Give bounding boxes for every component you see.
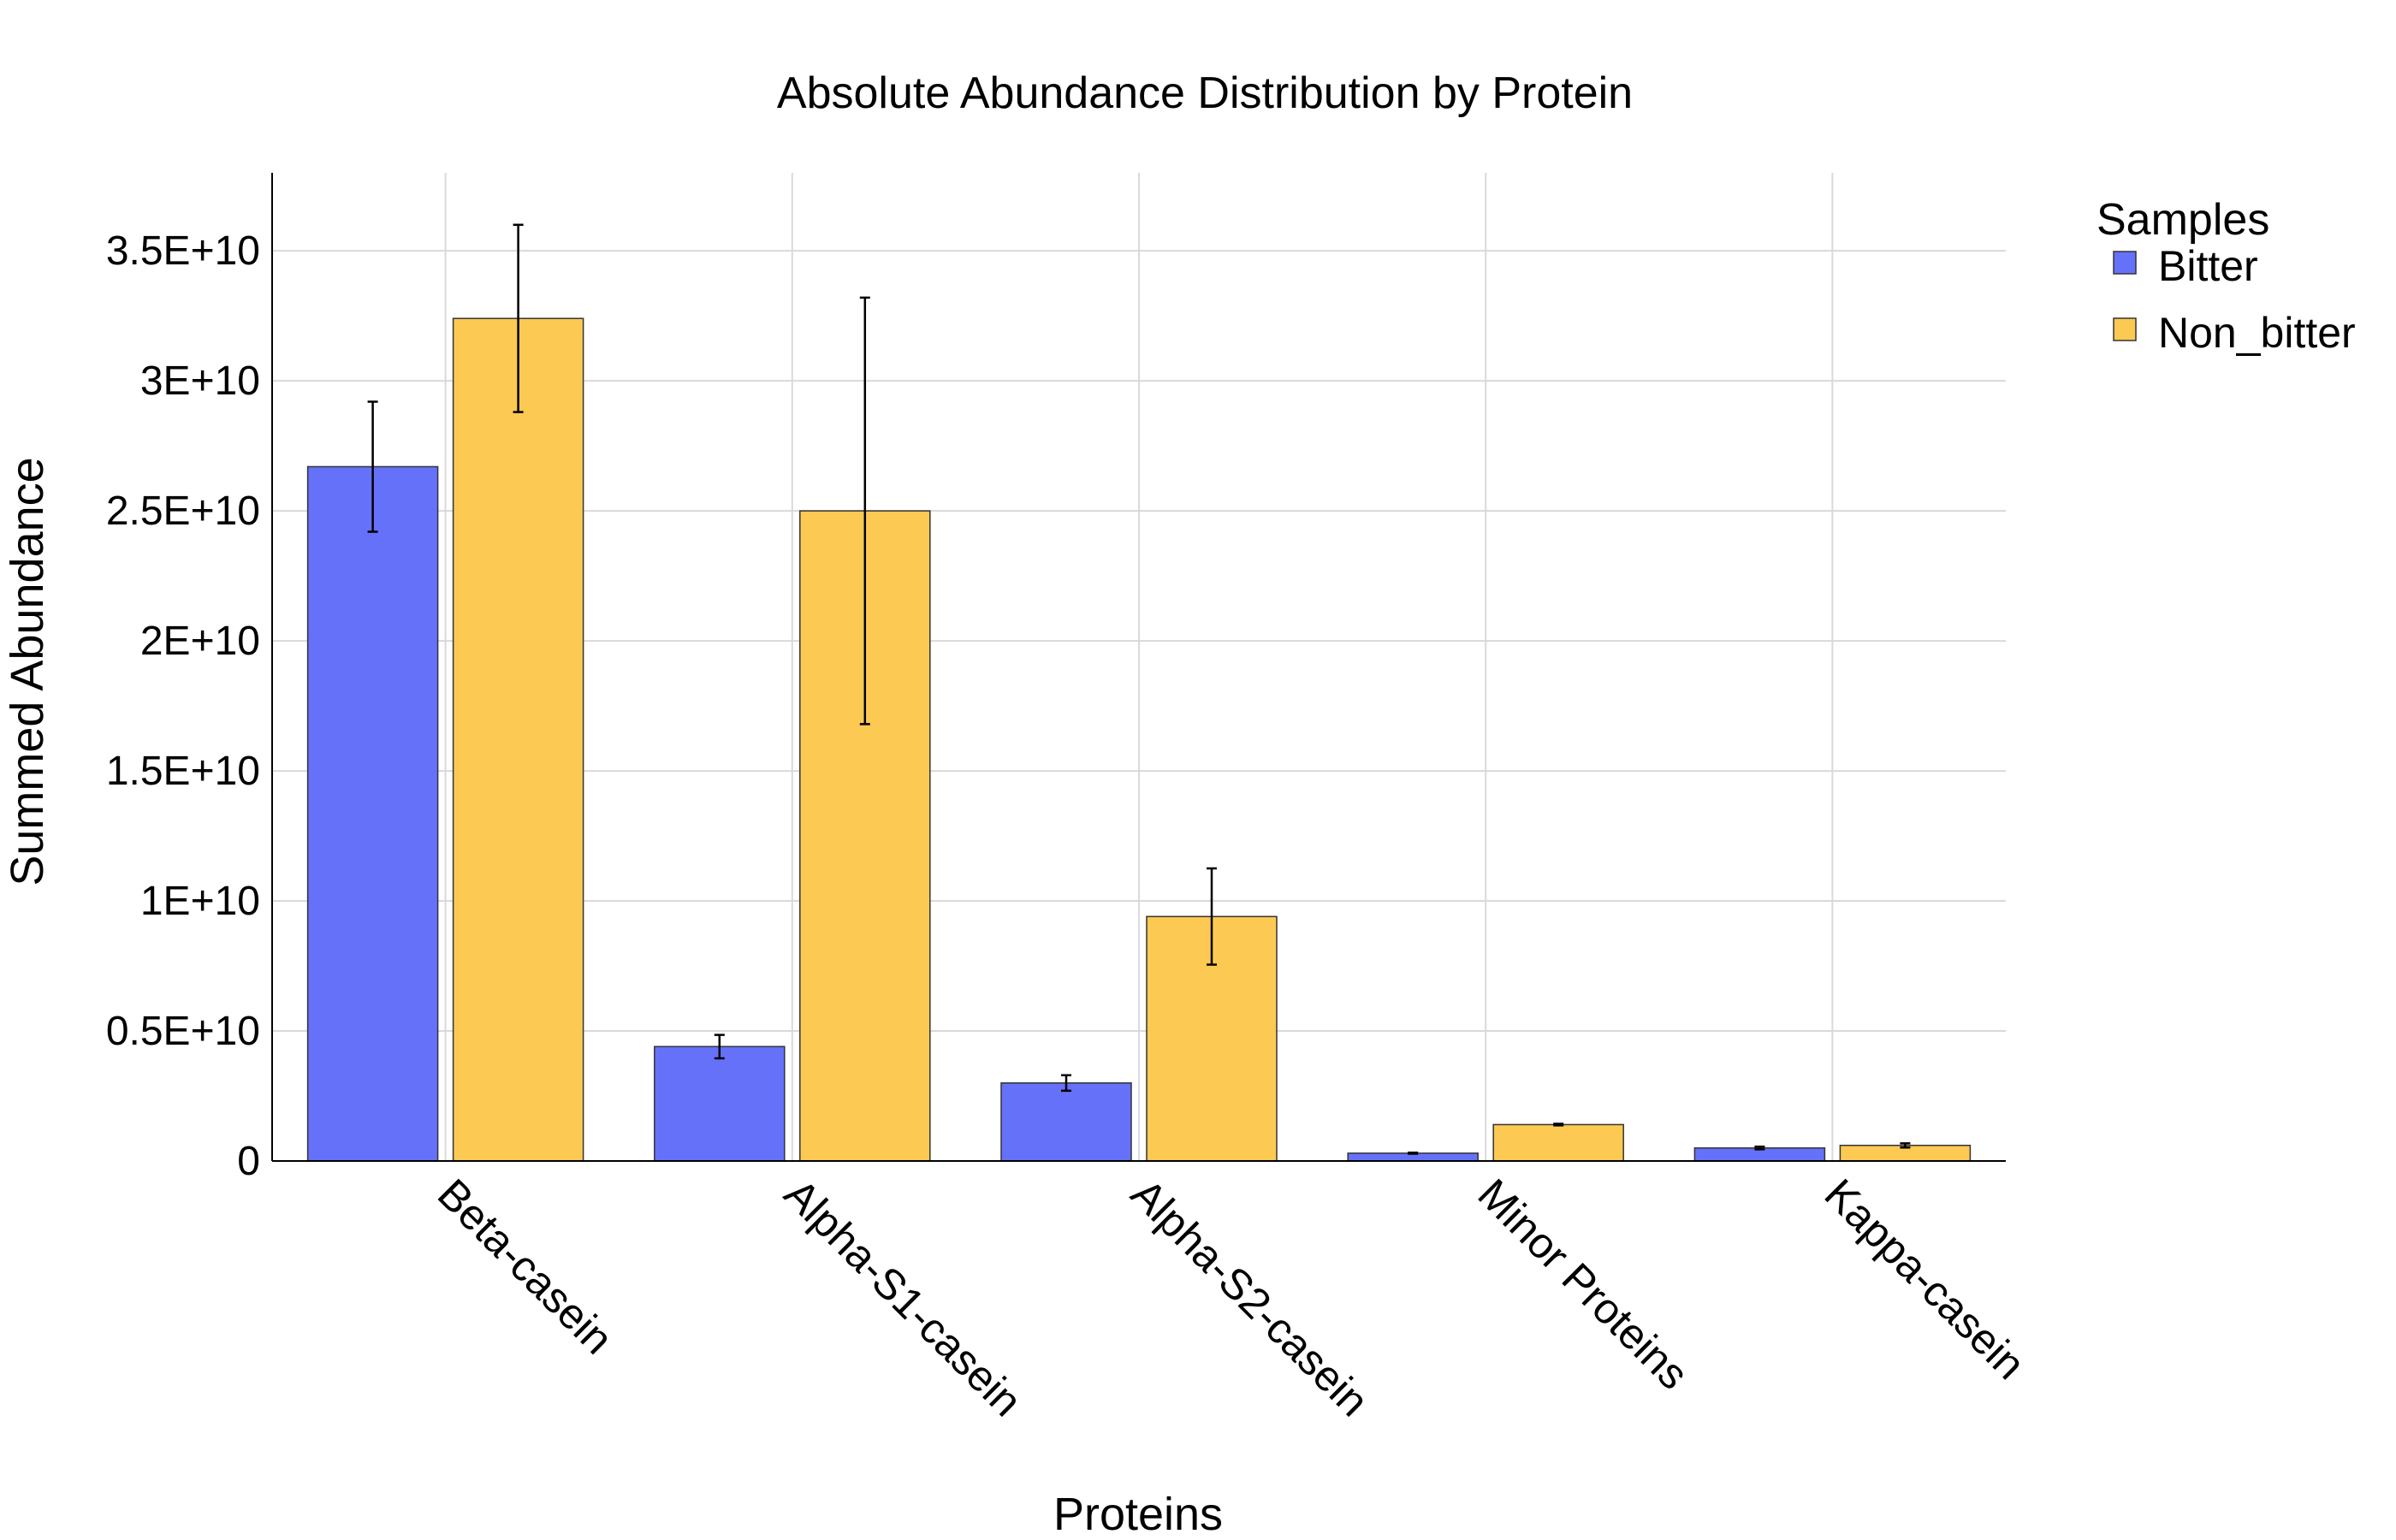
legend-swatch-non_bitter	[2113, 317, 2137, 341]
legend-label-non_bitter: Non_bitter	[2158, 309, 2356, 357]
bar-bitter-alpha-s2-casein	[1000, 1082, 1132, 1162]
axes	[271, 173, 2006, 1162]
error-bar-non_bitter-kappa-casein	[1900, 1142, 1911, 1149]
y-tick-label: 3E+10	[140, 358, 260, 404]
error-bars	[367, 223, 1911, 1155]
bar-non_bitter-beta-casein	[452, 317, 584, 1162]
error-bar-bitter-alpha-s1-casein	[714, 1034, 725, 1060]
x-tick-label: Kappa-casein	[1816, 1170, 2035, 1389]
chart-title: Absolute Abundance Distribution by Prote…	[777, 68, 1633, 118]
y-tick-label: 1E+10	[140, 879, 260, 924]
y-tick-label: 2.5E+10	[106, 489, 260, 534]
x-axis-title: Proteins	[1053, 1489, 1223, 1540]
error-bar-non_bitter-alpha-s2-casein	[1207, 867, 1217, 966]
x-tick-label: Alpha-S1-casein	[775, 1170, 1031, 1425]
x-tick-labels: Beta-casein Alpha-S1-casein Alpha-S2-casei…	[429, 1170, 2035, 1425]
legend-title: Samples	[2096, 195, 2269, 245]
error-bar-bitter-beta-casein	[367, 400, 378, 533]
legend-swatch-bitter	[2113, 251, 2137, 275]
bar-non_bitter-minor-proteins	[1492, 1123, 1624, 1162]
x-tick-label: Minor Proteins	[1468, 1170, 1698, 1399]
y-tick-label: 3.5E+10	[106, 228, 260, 274]
error-bar-non_bitter-alpha-s1-casein	[859, 296, 870, 726]
error-bar-bitter-kappa-casein	[1754, 1146, 1765, 1151]
x-tick-label: Beta-casein	[429, 1170, 622, 1363]
error-bar-non_bitter-minor-proteins	[1553, 1122, 1564, 1127]
y-tick-labels: 0 0.5E+10 1E+10 1.5E+10 2E+10 2.5E+10 3E+10 3.5…	[106, 228, 260, 1184]
legend: Samples Bitter Non_bitter	[2096, 195, 2356, 357]
error-bar-non_bitter-beta-casein	[513, 223, 524, 413]
legend-label-bitter: Bitter	[2158, 242, 2258, 290]
y-tick-label: 1.5E+10	[106, 749, 260, 794]
y-tick-label: 2E+10	[140, 619, 260, 664]
y-axis-title: Summed Abundance	[2, 457, 53, 886]
x-tick-label: Alpha-S2-casein	[1122, 1170, 1378, 1425]
y-tick-label: 0.5E+10	[106, 1009, 260, 1054]
error-bar-bitter-minor-proteins	[1408, 1152, 1419, 1155]
bar-bitter-alpha-s1-casein	[654, 1045, 786, 1162]
bar-bitter-beta-casein	[306, 465, 439, 1162]
y-tick-label: 0	[237, 1139, 260, 1184]
error-bar-bitter-alpha-s2-casein	[1061, 1074, 1071, 1093]
